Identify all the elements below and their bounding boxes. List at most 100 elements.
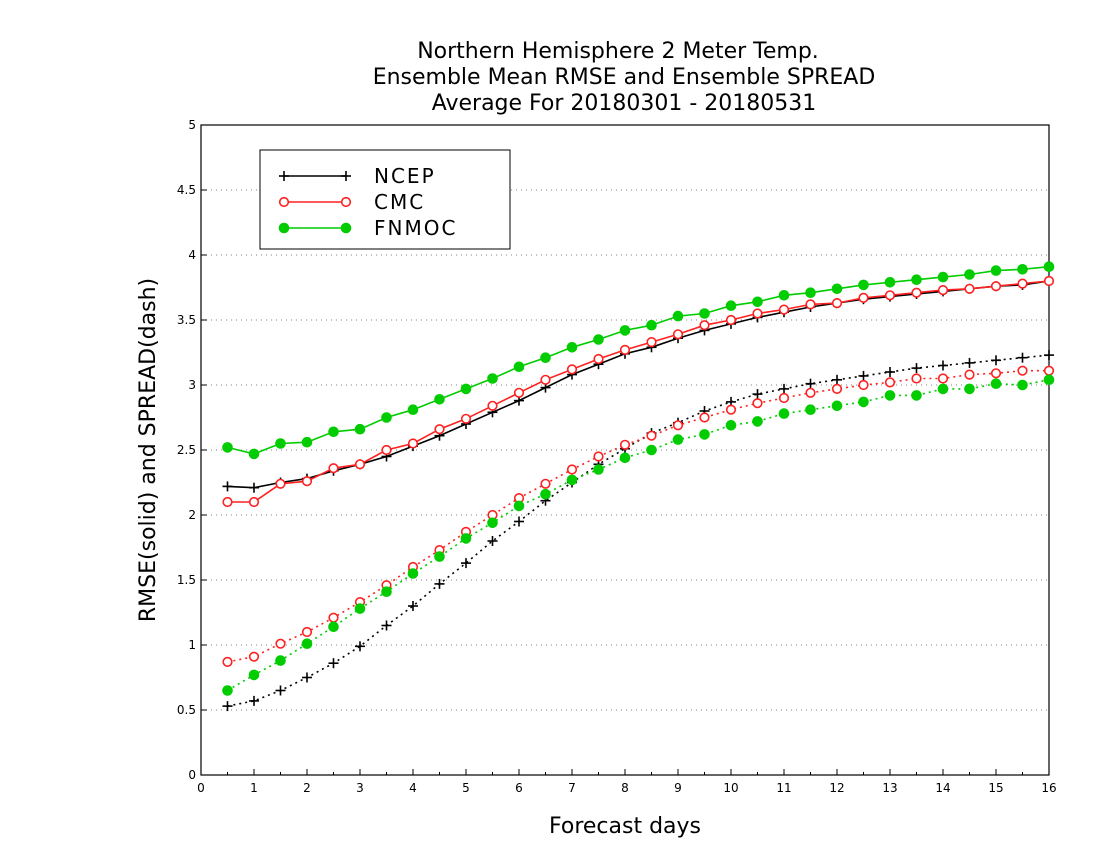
point-fnmoc-spread bbox=[672, 434, 684, 445]
point-cmc-spread bbox=[540, 478, 551, 489]
point-cmc-spread bbox=[301, 626, 313, 638]
point-fnmoc-spread bbox=[513, 500, 525, 512]
point-cmc-rmse bbox=[805, 299, 816, 310]
point-fnmoc-spread bbox=[990, 378, 1002, 390]
y-tick-label: 2 bbox=[188, 508, 196, 522]
x-tick-label: 2 bbox=[303, 781, 311, 795]
point-cmc-spread bbox=[593, 451, 604, 462]
point-ncep-spread bbox=[805, 378, 816, 389]
point-fnmoc-spread bbox=[1043, 374, 1055, 386]
point-fnmoc-spread bbox=[248, 669, 260, 681]
point-cmc-rmse bbox=[884, 290, 896, 301]
point-cmc-spread bbox=[222, 656, 233, 668]
point-fnmoc-rmse bbox=[434, 394, 445, 405]
point-cmc-rmse bbox=[990, 281, 1002, 292]
point-fnmoc-spread bbox=[964, 383, 975, 395]
point-fnmoc-rmse bbox=[222, 442, 233, 453]
series-cmc-rmse-line bbox=[227, 280, 1050, 503]
point-fnmoc-rmse bbox=[911, 274, 922, 286]
point-ncep-spread bbox=[302, 672, 312, 683]
point-ncep-spread bbox=[832, 374, 842, 385]
x-tick-label: 16 bbox=[1041, 781, 1056, 795]
point-fnmoc-rmse bbox=[805, 287, 816, 299]
point-cmc-rmse bbox=[593, 353, 604, 365]
point-fnmoc-spread bbox=[540, 488, 551, 500]
axes bbox=[200, 124, 1050, 776]
point-fnmoc-spread bbox=[566, 474, 578, 486]
point-ncep-spread bbox=[752, 389, 763, 400]
point-fnmoc-rmse bbox=[513, 361, 525, 373]
point-fnmoc-spread bbox=[301, 638, 313, 650]
point-fnmoc-spread bbox=[328, 621, 339, 633]
legend-label-ncep: NCEP bbox=[374, 164, 436, 188]
point-fnmoc-spread bbox=[460, 533, 472, 544]
point-cmc-spread bbox=[275, 638, 286, 649]
point-ncep-spread bbox=[487, 536, 498, 546]
point-ncep-spread bbox=[222, 701, 233, 712]
point-fnmoc-spread bbox=[487, 517, 498, 529]
point-cmc-spread bbox=[619, 439, 631, 450]
x-tick-label: 5 bbox=[462, 781, 470, 795]
point-ncep-spread bbox=[858, 370, 869, 381]
point-fnmoc-rmse bbox=[672, 310, 684, 322]
y-tick-label: 3 bbox=[188, 378, 196, 392]
y-tick-label: 3.5 bbox=[177, 313, 196, 327]
x-tick-label: 1 bbox=[250, 781, 258, 795]
point-cmc-rmse bbox=[460, 413, 472, 424]
y-tick-label: 1 bbox=[188, 638, 196, 652]
point-cmc-rmse bbox=[937, 285, 949, 296]
x-tick-label: 6 bbox=[515, 781, 523, 795]
point-cmc-rmse bbox=[964, 283, 975, 294]
point-fnmoc-rmse bbox=[301, 436, 313, 448]
point-ncep-spread bbox=[964, 357, 975, 368]
series-ncep-spread-line bbox=[227, 354, 1050, 707]
point-cmc-spread bbox=[831, 383, 843, 395]
point-fnmoc-rmse bbox=[964, 269, 975, 280]
point-ncep-spread bbox=[355, 641, 365, 652]
point-fnmoc-spread bbox=[699, 429, 710, 440]
point-fnmoc-rmse bbox=[699, 308, 710, 319]
x-tick-label: 14 bbox=[935, 781, 950, 795]
point-cmc-spread bbox=[725, 404, 737, 415]
x-tick-label: 3 bbox=[356, 781, 364, 795]
y-tick-label: 5 bbox=[188, 118, 196, 132]
point-cmc-spread bbox=[778, 392, 790, 404]
x-tick-label: 4 bbox=[409, 781, 417, 795]
title-line-3: Average For 20180301 - 20180531 bbox=[432, 91, 817, 116]
point-cmc-rmse bbox=[566, 364, 578, 375]
point-cmc-spread bbox=[646, 430, 657, 441]
point-fnmoc-rmse bbox=[752, 296, 763, 308]
point-fnmoc-rmse bbox=[1043, 261, 1055, 273]
point-fnmoc-rmse bbox=[460, 383, 472, 395]
point-fnmoc-rmse bbox=[381, 412, 392, 423]
x-tick-label: 9 bbox=[674, 781, 682, 795]
chart-title: Northern Hemisphere 2 Meter Temp. Ensemb… bbox=[373, 39, 876, 116]
point-fnmoc-spread bbox=[937, 383, 949, 395]
point-cmc-rmse bbox=[831, 298, 843, 309]
point-cmc-spread bbox=[964, 369, 975, 380]
point-fnmoc-rmse bbox=[619, 325, 631, 336]
legend-label-cmc: CMC bbox=[374, 190, 425, 214]
point-fnmoc-spread bbox=[911, 390, 922, 401]
legend-marker-cmc-end bbox=[340, 196, 352, 208]
x-tick-label: 13 bbox=[882, 781, 897, 795]
point-ncep-spread bbox=[1044, 350, 1054, 361]
point-fnmoc-spread bbox=[222, 685, 233, 696]
point-cmc-spread bbox=[858, 379, 869, 391]
legend-marker-cmc-start bbox=[278, 196, 290, 208]
point-fnmoc-rmse bbox=[778, 290, 790, 301]
point-cmc-spread bbox=[248, 651, 260, 662]
point-cmc-rmse bbox=[222, 496, 233, 508]
point-ncep-spread bbox=[249, 695, 259, 706]
point-cmc-rmse bbox=[1043, 275, 1055, 287]
point-cmc-rmse bbox=[1017, 278, 1028, 289]
point-ncep-rmse bbox=[249, 482, 259, 493]
point-fnmoc-rmse bbox=[725, 300, 737, 312]
point-fnmoc-rmse bbox=[354, 423, 366, 435]
point-cmc-spread bbox=[937, 373, 949, 384]
point-fnmoc-rmse bbox=[990, 265, 1002, 276]
point-fnmoc-spread bbox=[1017, 379, 1028, 391]
x-tick-label: 7 bbox=[568, 781, 576, 795]
